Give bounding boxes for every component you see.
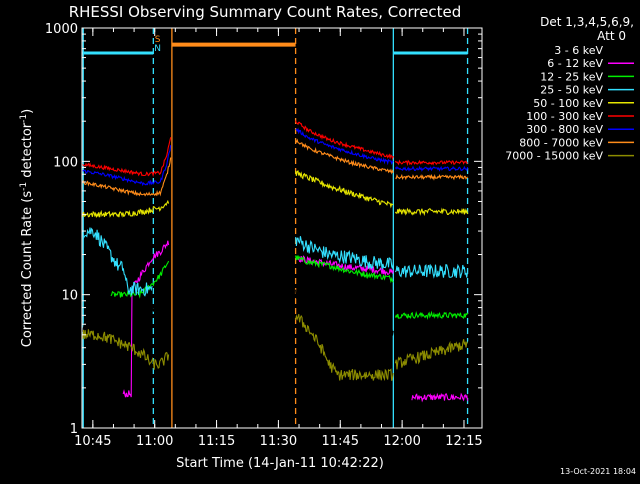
series-trace bbox=[394, 310, 469, 320]
series-trace bbox=[122, 240, 170, 398]
y-tick-label: 10 bbox=[61, 289, 78, 304]
series-trace bbox=[295, 138, 394, 175]
x-tick-label: 10:45 bbox=[74, 434, 111, 449]
x-tick-label: 11:15 bbox=[198, 434, 235, 449]
series-100-300-kev bbox=[81, 120, 468, 177]
series-trace bbox=[295, 120, 394, 161]
series-trace bbox=[295, 289, 394, 336]
legend-attenuator: Att 0 bbox=[597, 29, 626, 43]
series-trace bbox=[411, 392, 469, 403]
series-trace bbox=[394, 165, 469, 172]
legend-entry-label: 100 - 300 keV bbox=[526, 110, 603, 123]
series-300-800-kev bbox=[81, 127, 469, 187]
series-trace bbox=[394, 207, 469, 217]
y-axis-label: Corrected Count Rate (s-1 detector-1) bbox=[19, 109, 35, 347]
y-tick-label: 1 bbox=[70, 422, 78, 437]
plot-overlays: SN bbox=[82, 28, 469, 428]
series-trace bbox=[81, 329, 170, 370]
footer-date: 13-Oct-2021 18:04 bbox=[560, 467, 636, 476]
legend-entry-label: 50 - 100 keV bbox=[533, 97, 603, 110]
legend-entry-label: 300 - 800 keV bbox=[526, 123, 603, 136]
series-12-25-kev bbox=[110, 255, 469, 320]
series-trace bbox=[295, 255, 394, 284]
axis-layer: 1 10 100 1000 10:45 11:00 11:15 11:30 11:45 12:00… bbox=[45, 22, 483, 449]
chart-title: RHESSI Observing Summary Count Rates, Co… bbox=[69, 3, 462, 21]
plot-frame bbox=[81, 27, 483, 429]
series-trace bbox=[395, 173, 468, 181]
series-trace bbox=[295, 127, 394, 166]
annotation-s: S bbox=[155, 35, 161, 45]
legend-header: Det 1,3,4,5,6,9, bbox=[540, 15, 634, 29]
legend-entry-label: 7000 - 15000 keV bbox=[505, 150, 603, 163]
x-axis-label: Start Time (14-Jan-11 10:42:22) bbox=[176, 456, 384, 471]
legend-entry-label: 25 - 50 keV bbox=[540, 84, 603, 97]
series-trace bbox=[81, 227, 153, 297]
x-tick-label: 12:15 bbox=[445, 434, 482, 449]
series-trace bbox=[81, 157, 172, 197]
x-tick-label: 11:00 bbox=[136, 434, 173, 449]
series-layer bbox=[81, 120, 475, 403]
series-trace bbox=[394, 263, 469, 279]
legend-entry-label: 12 - 25 keV bbox=[540, 70, 603, 83]
x-tick-label: 11:30 bbox=[260, 434, 297, 449]
y-tick-label: 100 bbox=[53, 155, 78, 170]
series-trace bbox=[81, 199, 170, 218]
legend-entry-label: 800 - 7000 keV bbox=[519, 136, 603, 149]
series-3-6-kev bbox=[81, 283, 475, 357]
x-tick-label: 11:45 bbox=[322, 434, 359, 449]
legend-entry-label: 6 - 12 keV bbox=[547, 57, 603, 70]
y-tick-label: 1000 bbox=[45, 22, 78, 37]
series-trace bbox=[81, 283, 170, 335]
x-tick-label: 12:00 bbox=[383, 434, 420, 449]
series-trace bbox=[295, 314, 394, 382]
series-50-100-kev bbox=[81, 170, 469, 218]
series-7000-15000-kev bbox=[81, 314, 468, 382]
annotation-n: N bbox=[154, 44, 161, 54]
series-trace bbox=[81, 137, 172, 177]
series-trace bbox=[394, 339, 468, 370]
series-trace bbox=[110, 260, 170, 299]
series-25-50-kev bbox=[81, 227, 469, 297]
legend-entry-label: 3 - 6 keV bbox=[554, 44, 603, 57]
series-trace bbox=[295, 170, 394, 209]
series-trace bbox=[81, 145, 172, 187]
series-trace bbox=[394, 159, 468, 167]
series-trace bbox=[295, 236, 394, 270]
series-800-7000-kev bbox=[81, 138, 468, 197]
